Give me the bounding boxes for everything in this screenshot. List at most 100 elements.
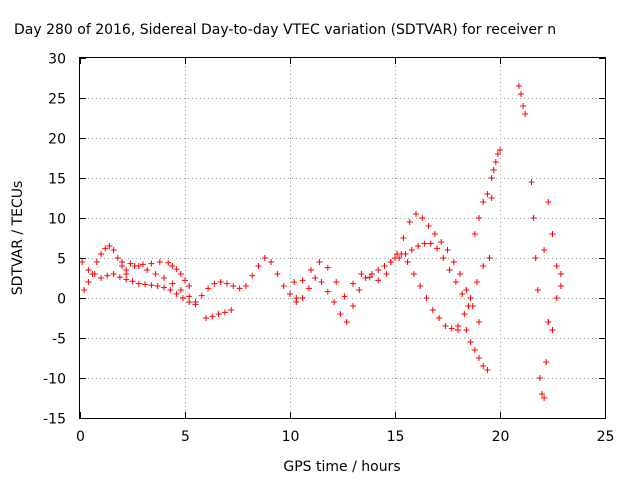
x-tick-label: 5 xyxy=(181,429,190,445)
data-point xyxy=(236,285,243,292)
data-point xyxy=(463,327,470,333)
data-point xyxy=(186,283,193,289)
data-point xyxy=(215,311,222,317)
data-point xyxy=(467,339,474,345)
data-point xyxy=(221,309,228,316)
data-point xyxy=(337,311,344,317)
data-point xyxy=(417,283,424,289)
data-point xyxy=(305,285,312,292)
data-point xyxy=(457,271,464,277)
series-track-3 xyxy=(123,259,193,289)
data-points xyxy=(79,83,564,401)
data-point xyxy=(497,147,503,153)
series-track-11 xyxy=(392,251,461,332)
data-point xyxy=(169,280,176,287)
data-point xyxy=(287,291,293,297)
data-point xyxy=(156,259,163,265)
data-point xyxy=(182,277,188,284)
data-point xyxy=(368,271,375,277)
data-point xyxy=(261,255,268,261)
y-axis-label: SDTVAR / TECUs xyxy=(10,181,26,296)
y-tick-label: -10 xyxy=(43,372,66,388)
data-point xyxy=(381,263,388,269)
data-point xyxy=(450,259,457,265)
data-point xyxy=(459,291,466,297)
data-point xyxy=(192,299,199,305)
data-point xyxy=(249,272,256,279)
data-point xyxy=(549,231,556,237)
data-point xyxy=(549,327,556,333)
data-point xyxy=(532,255,539,261)
data-point xyxy=(152,271,159,277)
y-tick-label: 20 xyxy=(48,132,66,148)
data-point xyxy=(154,283,161,289)
data-point xyxy=(440,255,447,261)
series-track-17 xyxy=(528,179,541,293)
data-point xyxy=(473,279,480,285)
data-point xyxy=(119,259,125,265)
y-tick-label: 0 xyxy=(57,292,66,308)
data-point xyxy=(463,287,470,293)
series-track-8 xyxy=(291,259,390,300)
data-point xyxy=(494,151,501,157)
data-point xyxy=(404,259,411,265)
series-track-20 xyxy=(545,271,564,333)
data-point xyxy=(455,327,461,333)
data-point xyxy=(85,267,92,273)
data-point xyxy=(545,319,552,325)
axes: 0 5 10 15 20 25 -15 -10 -5 0 5 10 15 20 25 30 xyxy=(43,52,614,446)
data-point xyxy=(142,281,149,288)
data-point xyxy=(446,267,453,273)
data-point xyxy=(324,264,331,271)
x-tick-label: 10 xyxy=(282,429,300,445)
data-point xyxy=(406,219,413,225)
data-point xyxy=(169,263,176,269)
data-point xyxy=(135,263,142,269)
data-point xyxy=(480,363,487,369)
series-track-12 xyxy=(455,255,493,333)
y-tick-label: 15 xyxy=(48,172,66,188)
series-track-13 xyxy=(463,327,491,373)
data-point xyxy=(448,325,455,332)
series-track-19 xyxy=(541,199,564,289)
data-point xyxy=(515,83,522,89)
data-point xyxy=(534,287,541,293)
data-point xyxy=(293,299,300,305)
data-point xyxy=(419,215,426,221)
data-point xyxy=(110,247,117,253)
data-point xyxy=(123,276,130,283)
data-point xyxy=(467,295,474,301)
y-tick-label: 5 xyxy=(57,252,66,268)
data-point xyxy=(343,319,350,325)
data-point xyxy=(173,266,180,273)
x-tick-label: 0 xyxy=(76,429,85,445)
y-tick-label: 10 xyxy=(48,212,66,228)
data-point xyxy=(431,231,438,237)
data-point xyxy=(421,240,428,247)
grid-lines xyxy=(80,58,605,418)
data-point xyxy=(490,167,497,173)
data-point xyxy=(410,271,417,277)
data-point xyxy=(209,313,216,320)
data-point xyxy=(274,271,281,277)
x-tick-label: 20 xyxy=(492,429,510,445)
data-point xyxy=(230,283,237,289)
series-track-10 xyxy=(396,240,472,309)
data-point xyxy=(434,245,440,252)
series-track-5 xyxy=(192,255,300,305)
data-point xyxy=(79,259,86,265)
data-point xyxy=(476,355,482,361)
x-axis-label: GPS time / hours xyxy=(283,459,400,475)
data-point xyxy=(299,277,306,284)
data-point xyxy=(436,315,443,321)
data-point xyxy=(476,319,482,325)
data-point xyxy=(161,284,167,291)
data-point xyxy=(522,111,529,117)
data-point xyxy=(358,271,365,277)
y-tick-label: 25 xyxy=(48,92,66,108)
data-point xyxy=(553,263,560,269)
data-point xyxy=(116,274,123,281)
data-point xyxy=(543,359,550,365)
data-point xyxy=(539,391,545,397)
x-tick-label: 15 xyxy=(387,429,405,445)
